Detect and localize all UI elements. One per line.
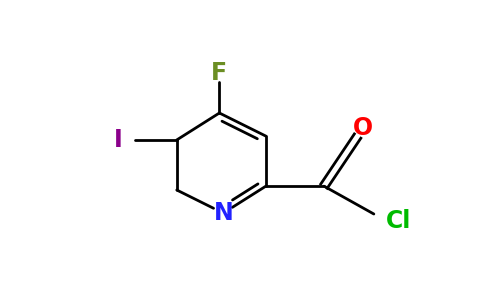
- Text: Cl: Cl: [386, 209, 411, 233]
- Text: N: N: [213, 201, 233, 225]
- Text: I: I: [114, 128, 122, 152]
- Text: O: O: [353, 116, 373, 140]
- Text: F: F: [212, 61, 227, 85]
